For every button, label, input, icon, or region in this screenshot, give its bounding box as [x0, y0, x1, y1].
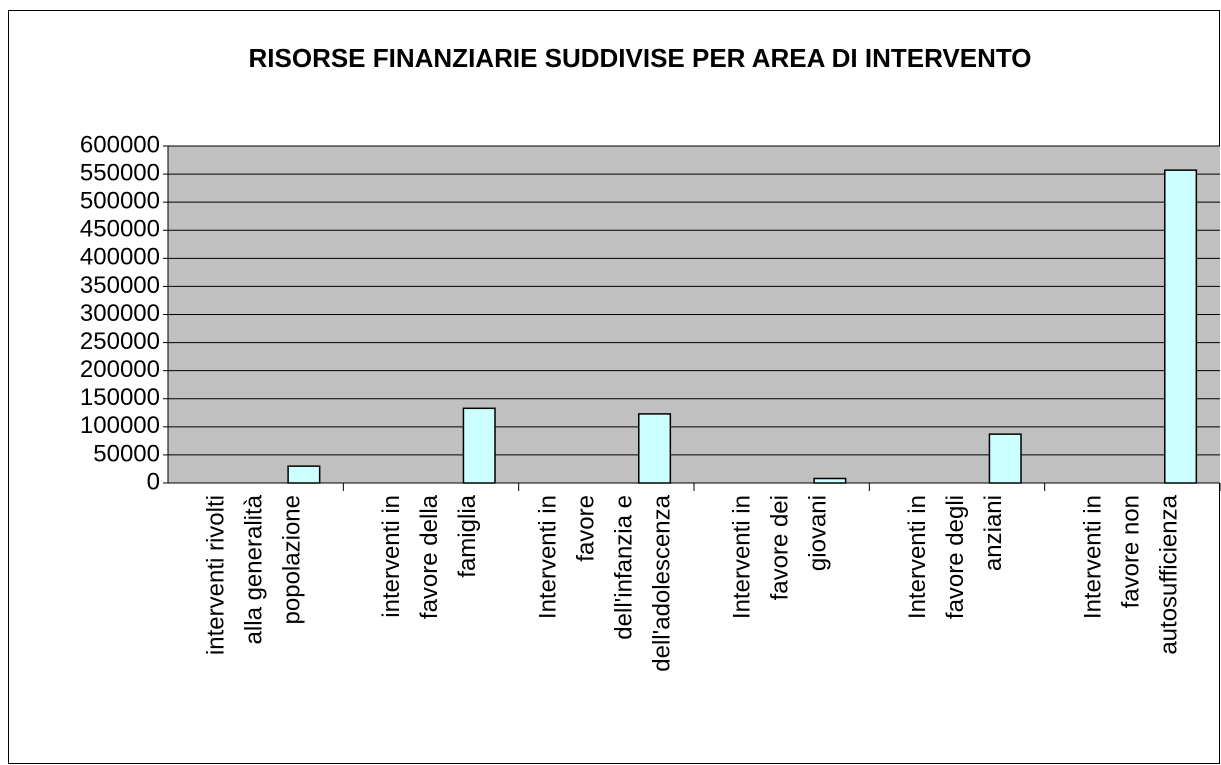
x-tick-label: Interventi in favore dell'infanzia e dell'a… [535, 494, 676, 671]
x-tick-label-group: interventi in favore della famiglia [378, 494, 481, 619]
x-tick-label-group: Interventi in favore non autosufficienza [1080, 494, 1183, 654]
bar [988, 433, 1022, 484]
x-tick-label-group: Interventi in favore dei giovani [729, 495, 832, 619]
y-tick-label: 450000 [80, 216, 160, 243]
x-tick-label: Interventi in favore non autosufficienza [1080, 494, 1183, 654]
x-tick-label: Interventi in favore degli anziani [904, 495, 1007, 619]
y-tick-label: 500000 [80, 188, 160, 215]
y-tick-label: 600000 [80, 131, 160, 158]
chart-title: RISORSE FINANZIARIE SUDDIVISE PER AREA D… [249, 43, 1032, 73]
y-tick-label: 0 [147, 468, 160, 495]
y-tick-label: 550000 [80, 159, 160, 186]
y-tick-label: 200000 [80, 356, 160, 383]
y-tick-label: 350000 [80, 272, 160, 299]
y-tick-label: 250000 [80, 328, 160, 355]
x-tick-label-group: Interventi in favore degli anziani [904, 495, 1007, 619]
x-tick-label-group: interventi rivolti alla generalità popolaz… [203, 494, 306, 655]
bar [462, 407, 496, 484]
bar [638, 413, 672, 484]
y-tick-label: 50000 [93, 440, 160, 467]
y-tick-label: 150000 [80, 384, 160, 411]
x-tick-label: interventi in favore della famiglia [378, 494, 481, 619]
bar [1164, 169, 1198, 484]
bar [813, 477, 847, 484]
x-tick-label: interventi rivolti alla generalità popolaz… [203, 494, 306, 655]
y-tick-label: 100000 [80, 412, 160, 439]
x-tick-label: Interventi in favore dei giovani [729, 495, 832, 619]
y-tick-label: 300000 [80, 300, 160, 327]
y-tick-label: 400000 [80, 244, 160, 271]
bar [287, 465, 321, 484]
x-tick-label-group: Interventi in favore dell'infanzia e dell'a… [535, 494, 676, 671]
